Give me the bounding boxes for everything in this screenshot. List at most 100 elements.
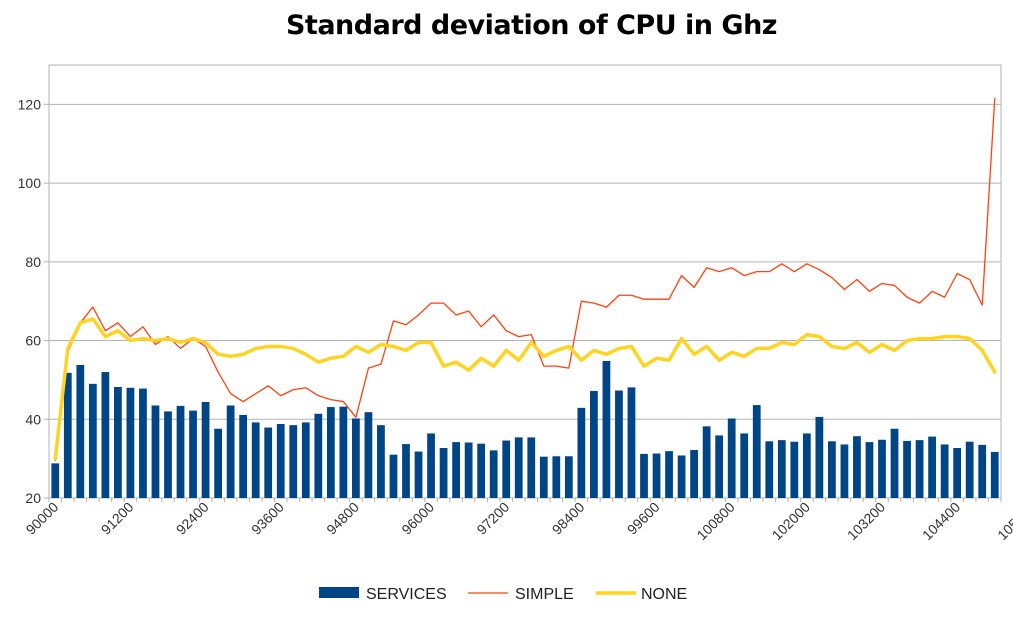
line-none xyxy=(53,317,997,461)
bar-services xyxy=(139,388,147,498)
legend-item-none: NONE xyxy=(596,586,687,603)
bar-services xyxy=(264,427,273,498)
bar-services xyxy=(276,423,285,498)
x-tick-label: 91200 xyxy=(98,499,137,538)
bar-services xyxy=(214,428,222,498)
bar-services xyxy=(377,425,385,498)
bar-services xyxy=(840,444,849,498)
bar-services xyxy=(114,386,122,498)
y-tick-label: 20 xyxy=(25,490,41,506)
bar-services xyxy=(727,418,736,498)
bar-services xyxy=(828,441,836,498)
bar-services xyxy=(752,405,761,498)
y-axis-ticks: 20 40 60 80 100 120 xyxy=(18,96,42,506)
bar-services xyxy=(176,405,185,498)
bar-services xyxy=(765,441,774,498)
legend-item-services: SERVICES xyxy=(319,586,447,603)
legend-swatch-services xyxy=(319,587,359,598)
bar-services xyxy=(740,433,749,498)
x-axis-ticks: 90000 91200 92400 93600 94800 96000 97200 98400… xyxy=(23,499,1013,543)
bar-services xyxy=(702,426,711,498)
bar-services xyxy=(464,442,473,498)
bar-services xyxy=(627,387,636,498)
bar-services xyxy=(615,390,623,498)
bar-services xyxy=(953,448,962,498)
bar-services xyxy=(452,442,460,498)
bar-services xyxy=(652,453,661,498)
bar-services xyxy=(690,449,698,498)
bar-services xyxy=(878,439,886,498)
bar-services xyxy=(990,451,999,498)
x-tick-label: 105600 xyxy=(994,499,1013,543)
axes xyxy=(44,64,1002,502)
bar-services xyxy=(63,372,72,498)
bar-services xyxy=(314,413,323,498)
bar-services xyxy=(590,390,598,498)
x-tick-label: 98400 xyxy=(549,499,588,538)
bar-services xyxy=(51,463,60,498)
bar-services xyxy=(940,444,949,498)
bar-services xyxy=(853,436,861,498)
grid-lines xyxy=(49,103,1001,420)
bar-services xyxy=(414,451,423,498)
series-lines xyxy=(53,97,997,462)
bar-services xyxy=(439,448,448,498)
x-tick-label: 92400 xyxy=(173,499,212,538)
bar-services xyxy=(76,364,85,498)
bar-services xyxy=(978,444,987,498)
x-tick-label: 103200 xyxy=(844,499,888,543)
bar-services xyxy=(790,441,799,498)
line-simple xyxy=(54,97,996,462)
bar-services xyxy=(201,401,210,498)
bar-services xyxy=(101,372,110,498)
x-tick-label: 100800 xyxy=(693,499,737,543)
x-tick-label: 104400 xyxy=(919,499,963,543)
x-tick-label: 99600 xyxy=(624,499,663,538)
y-tick-label: 40 xyxy=(25,411,41,427)
x-tick-label: 102000 xyxy=(769,499,813,543)
bar-services xyxy=(427,433,435,498)
bar-services xyxy=(903,440,911,498)
bar-services xyxy=(389,454,398,498)
bar-services xyxy=(514,437,523,498)
bar-services xyxy=(539,456,548,498)
bar-services xyxy=(402,444,410,498)
bar-services xyxy=(289,425,298,498)
bar-services xyxy=(126,387,135,498)
legend: SERVICES SIMPLE NONE xyxy=(319,586,687,603)
bar-services xyxy=(865,442,874,498)
bar-services xyxy=(189,410,197,498)
bar-services xyxy=(527,437,536,498)
bar-services xyxy=(677,455,686,498)
bar-services xyxy=(715,435,724,498)
x-tick-label: 93600 xyxy=(248,499,287,538)
services-bars xyxy=(51,361,999,498)
bar-services xyxy=(502,440,511,498)
bar-services xyxy=(477,443,486,498)
bar-services xyxy=(802,433,811,498)
bar-services xyxy=(164,411,172,498)
legend-label-none: NONE xyxy=(641,586,687,603)
bar-services xyxy=(88,383,97,498)
bar-services xyxy=(577,407,586,498)
bar-services xyxy=(815,416,824,498)
bar-services xyxy=(301,422,310,498)
y-tick-label: 80 xyxy=(25,254,41,270)
bar-services xyxy=(928,436,936,498)
y-tick-label: 60 xyxy=(25,333,41,349)
bar-services xyxy=(251,422,260,498)
bar-services xyxy=(226,405,235,498)
bar-services xyxy=(364,412,373,498)
bar-services xyxy=(890,428,899,498)
bar-services xyxy=(552,456,561,498)
bar-services xyxy=(489,450,498,498)
y-tick-label: 100 xyxy=(18,175,42,191)
bar-services xyxy=(564,456,573,498)
bar-services xyxy=(151,405,160,498)
legend-item-simple: SIMPLE xyxy=(468,586,574,603)
bar-services xyxy=(602,361,611,498)
x-tick-label: 94800 xyxy=(323,499,362,538)
y-tick-label: 120 xyxy=(18,96,42,112)
bar-services xyxy=(352,418,360,498)
bar-services xyxy=(640,453,648,498)
